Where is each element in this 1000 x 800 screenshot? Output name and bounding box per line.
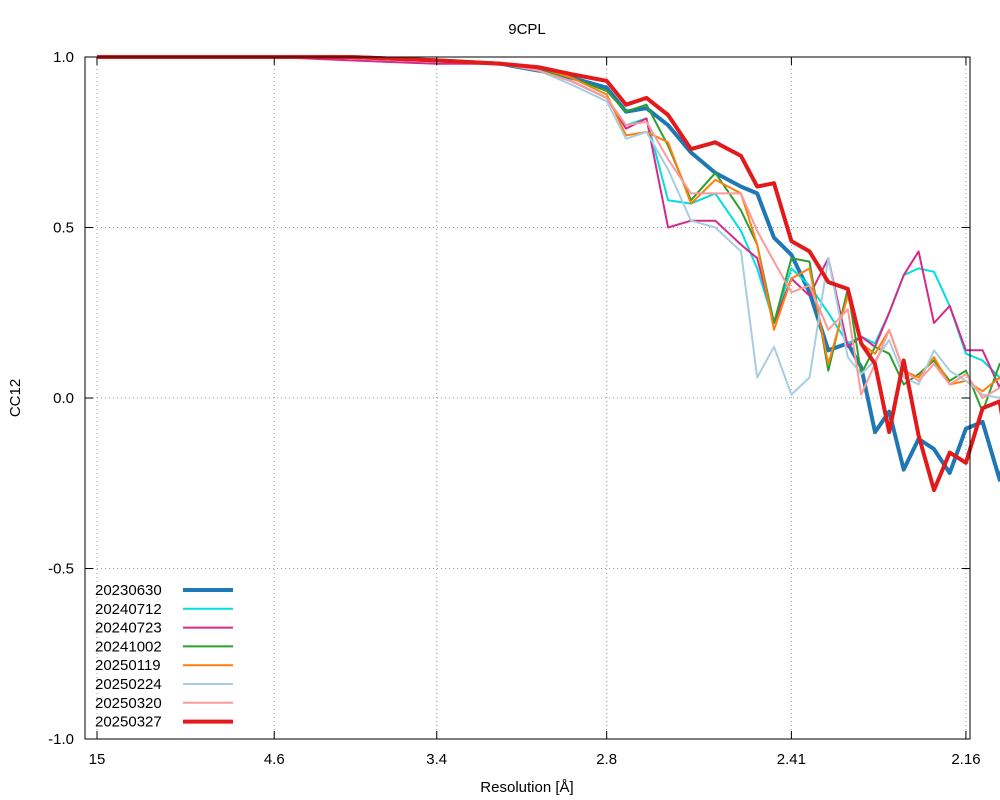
series-line-20250320 [97,56,1000,399]
y-tick-label: 1.0 [53,49,74,66]
y-tick-label: 0.5 [53,220,74,237]
legend-label: 20250327 [95,714,162,731]
series-line-20250327 [97,55,1000,493]
x-tick-label: 3.4 [426,751,447,768]
x-tick-label: 15 [89,751,106,768]
chart-title: 9CPL [508,21,546,38]
y-tick-label: 0.0 [53,390,74,407]
x-tick-label: 2.41 [777,751,806,768]
x-tick-label: 4.6 [264,751,285,768]
legend-label: 20240712 [95,601,162,618]
tick-layer: 154.63.42.82.412.161.971.83-1.0-0.50.00.… [48,49,980,768]
series-line-20250119 [97,56,1000,393]
legend-label: 20241002 [95,638,162,655]
series-layer [97,55,1000,493]
grid-layer [85,56,970,740]
y-tick-label: -0.5 [48,561,74,578]
series-line-20250224 [97,56,1000,399]
x-tick-label: 2.16 [951,751,980,768]
legend-label: 20250224 [95,676,162,693]
legend-label: 20250320 [95,695,162,712]
x-tick-label: 2.8 [596,751,617,768]
y-axis-label: CC12 [7,379,24,417]
x-axis-label: Resolution [Å] [480,779,573,796]
series-line-20230630 [97,55,1000,482]
legend-label: 20240723 [95,620,162,637]
legend-label: 20250119 [95,657,161,674]
legend-label: 20230630 [95,582,162,599]
y-tick-label: -1.0 [48,731,74,748]
